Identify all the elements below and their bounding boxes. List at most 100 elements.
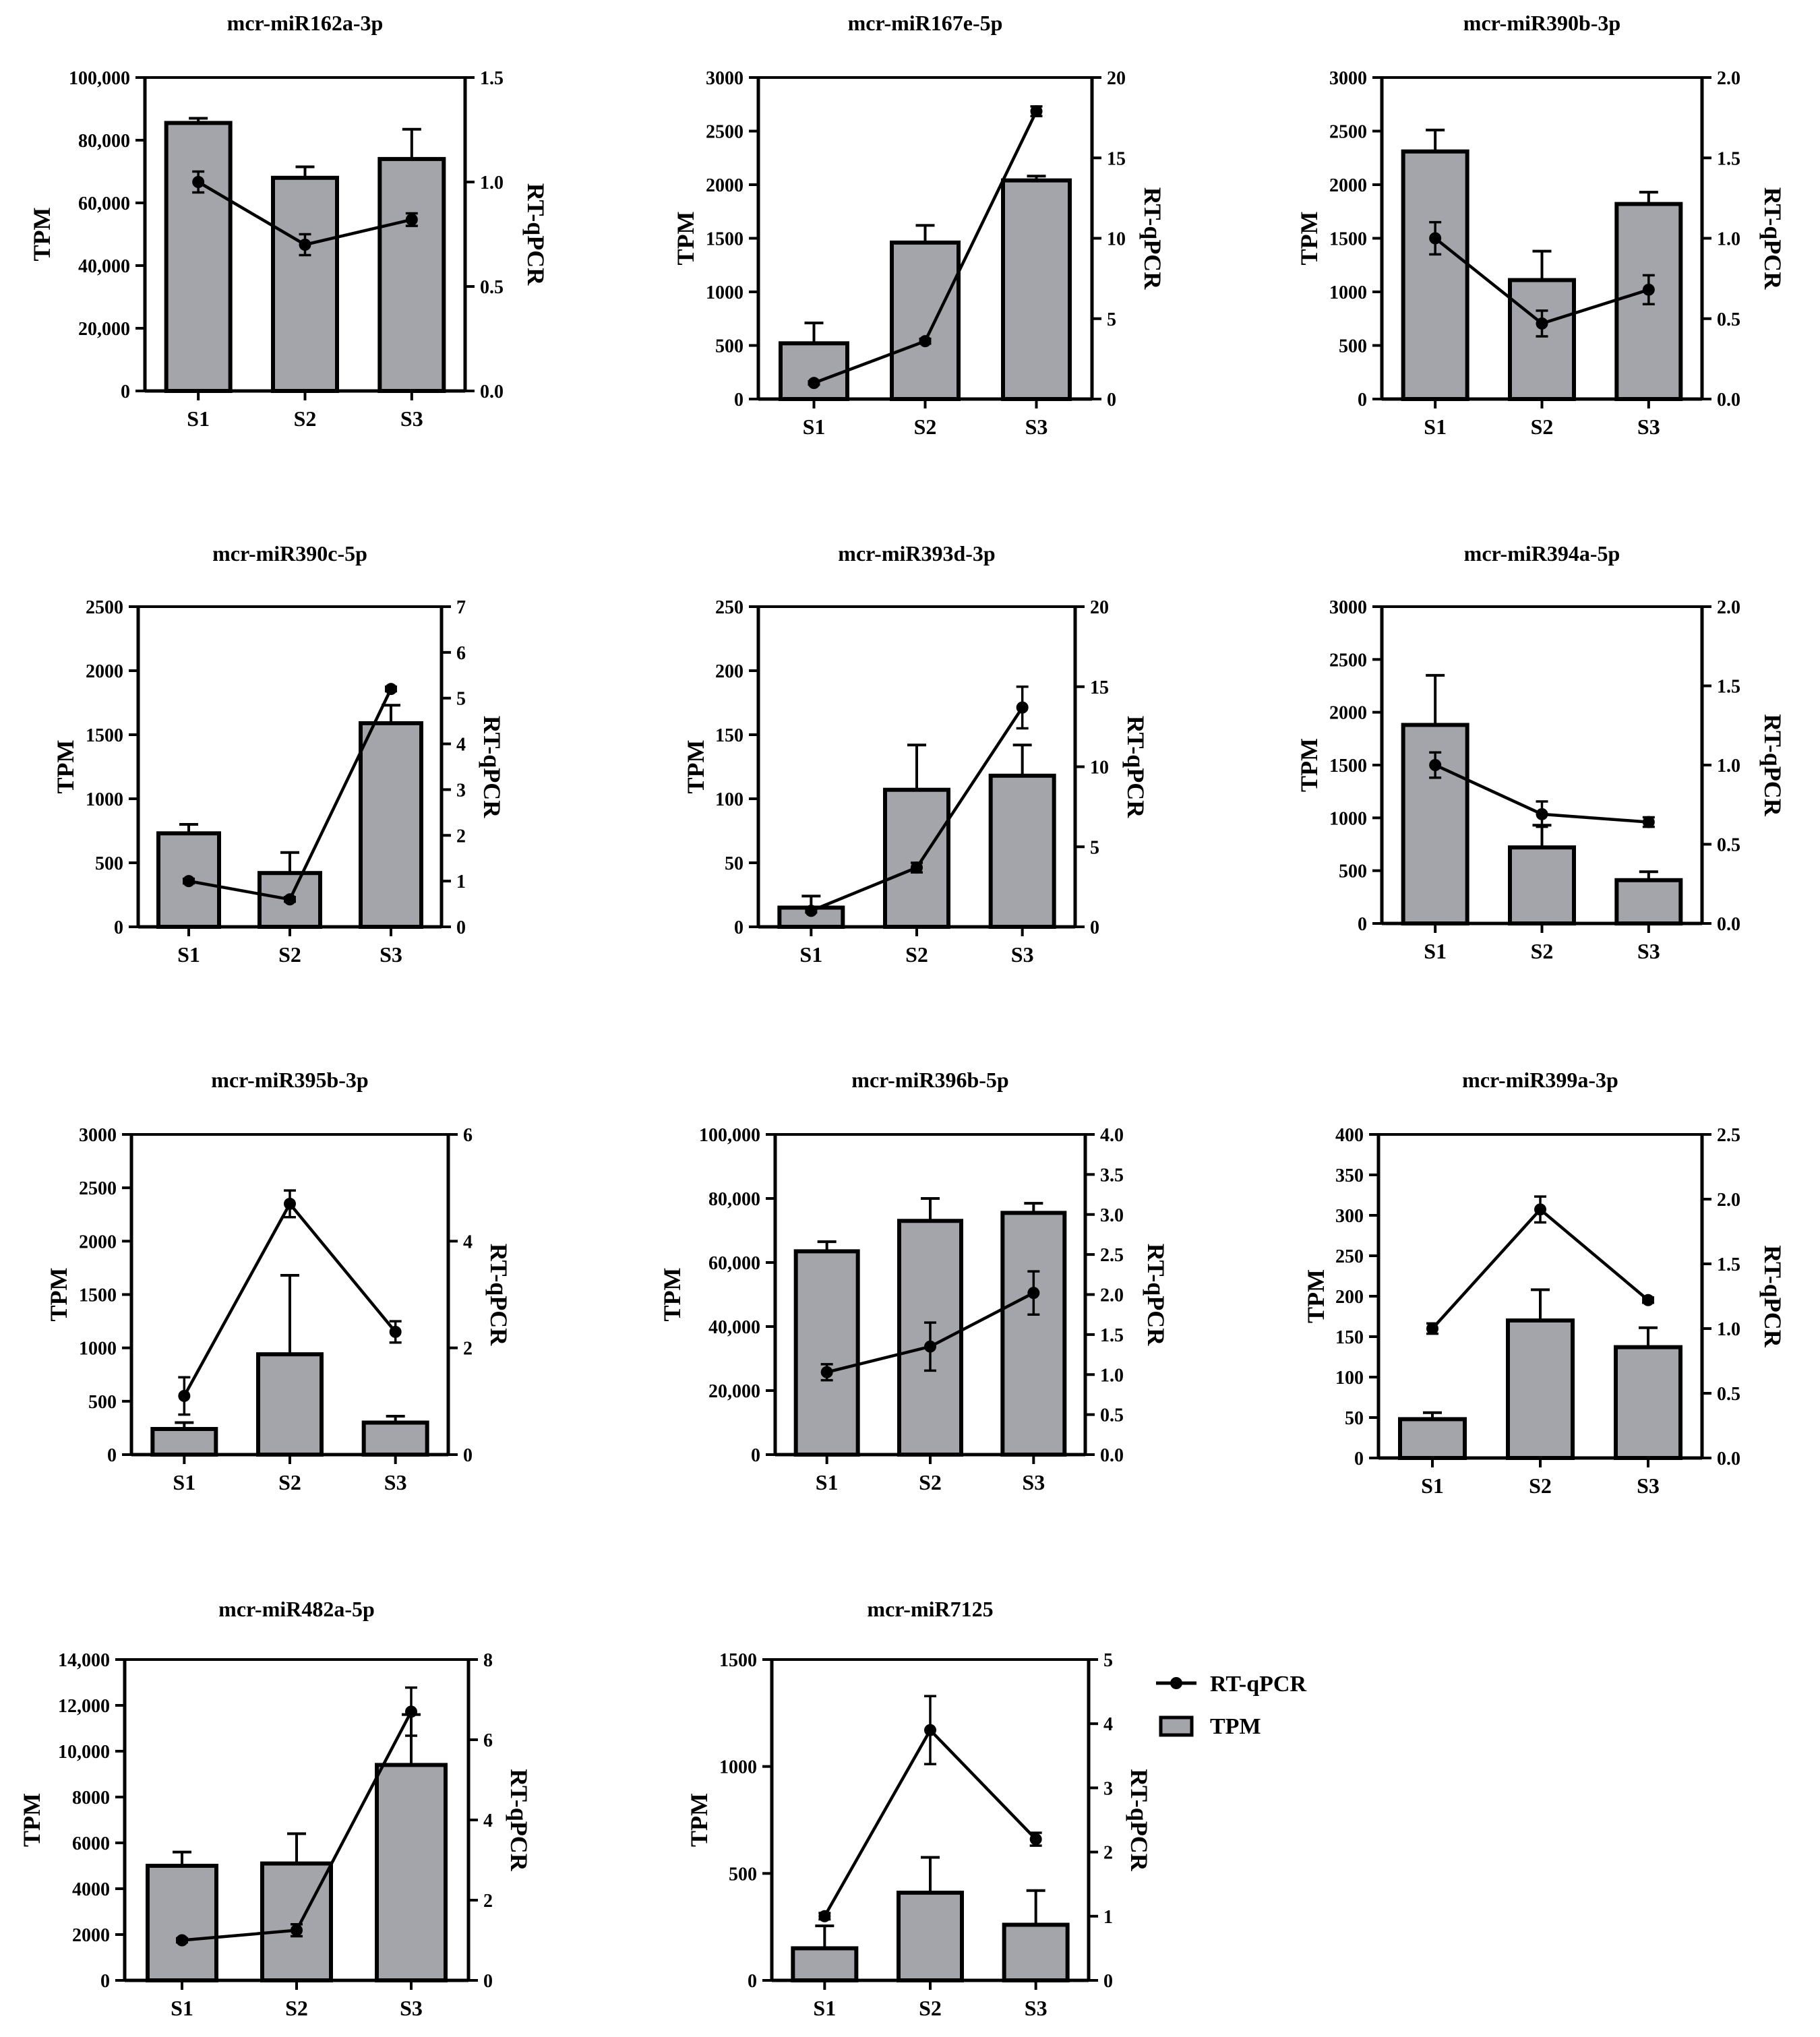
right-tick-label: 10 [1090,758,1109,779]
category-label: S3 [384,1470,407,1494]
left-tick-label: 0 [734,390,744,411]
category-label: S2 [919,1470,942,1494]
right-axis-title: RT-qPCR [479,716,506,818]
left-tick-label: 50 [1345,1408,1364,1429]
category-label: S1 [1424,415,1447,439]
category-label: S2 [1531,939,1554,963]
left-tick-label: 2500 [706,122,744,143]
legend-tpm-label: TPM [1210,1714,1261,1739]
tpm-bar [1508,845,1576,925]
category-label: S3 [1025,415,1048,439]
left-tick-label: 300 [1335,1206,1364,1227]
tpm-bar [359,721,423,930]
left-axis-title: TPM [672,212,699,266]
left-tick-label: 500 [729,1864,757,1885]
chart-title: mcr-miR7125 [867,1597,993,1621]
left-axis-title: TPM [18,1793,45,1847]
left-tick-label: 500 [715,336,744,357]
left-axis-title: TPM [682,740,709,794]
category-label: S3 [400,1996,423,2020]
right-tick-label: 1 [1103,1907,1113,1928]
left-tick-label: 100,000 [69,68,130,89]
category-label: S1 [816,1470,839,1494]
category-label: S1 [1421,1473,1444,1498]
left-tick-label: 1000 [86,789,123,810]
tpm-bar [271,175,339,393]
right-tick-label: 0.0 [1717,914,1740,935]
tpm-bar [779,341,849,402]
left-tick-label: 100 [715,789,744,810]
right-axis-title: RT-qPCR [1759,187,1786,290]
left-axis-title: TPM [52,740,79,794]
left-tick-label: 1500 [719,1650,757,1671]
left-tick-label: 2000 [1329,703,1367,724]
category-label: S2 [905,942,928,967]
rtqpcr-point [1029,1833,1042,1846]
category-label: S2 [278,1470,301,1494]
right-axis-title: RT-qPCR [1126,1769,1153,1871]
rtqpcr-point [389,1325,402,1338]
right-tick-label: 3 [1103,1778,1113,1799]
tpm-bar [1000,1211,1067,1457]
left-tick-label: 1500 [86,725,123,746]
rtqpcr-point [1429,759,1442,771]
rtqpcr-point [1429,232,1442,245]
rtqpcr-point [820,1366,833,1378]
right-tick-label: 0 [1103,1971,1113,1992]
left-tick-label: 0 [1358,914,1367,935]
right-tick-label: 1.0 [1100,1365,1124,1386]
rtqpcr-point [405,1705,417,1718]
left-tick-label: 14,000 [58,1650,110,1671]
left-tick-label: 350 [1335,1165,1364,1186]
left-tick-label: 50 [725,853,744,874]
left-tick-label: 1000 [1329,282,1367,303]
right-tick-label: 20 [1107,68,1126,89]
left-tick-label: 1000 [1329,808,1367,829]
category-label: S3 [1637,415,1660,439]
left-tick-label: 10,000 [58,1742,110,1763]
category-label: S2 [278,942,301,967]
chart-title: mcr-miR394a-5p [1464,541,1620,566]
category-label: S3 [1637,1473,1660,1498]
left-tick-label: 500 [95,853,123,874]
rtqpcr-point [176,1934,188,1947]
left-tick-label: 20,000 [708,1381,760,1402]
rtqpcr-point [284,1197,296,1210]
right-tick-label: 5 [1103,1650,1113,1671]
chart-panel: mcr-miR390c-5p 0 500 1000 1500 2000 2500 0 1 2 3 4 5… [52,541,506,967]
right-tick-label: 2.0 [1100,1285,1124,1306]
right-tick-label: 1.5 [480,68,504,89]
right-tick-label: 0.0 [1717,1449,1740,1469]
left-tick-label: 80,000 [78,131,130,152]
left-tick-label: 3000 [1329,68,1367,89]
right-tick-label: 5 [1107,309,1116,330]
left-tick-label: 100 [1335,1368,1364,1389]
tpm-bar [1614,878,1683,926]
tpm-bar [1506,1318,1575,1460]
chart-title: mcr-miR399a-3p [1462,1068,1618,1092]
tpm-bar [1614,1345,1682,1460]
rtqpcr-point [1536,317,1548,330]
left-axis-title: TPM [1296,738,1323,792]
left-tick-label: 500 [88,1392,117,1413]
left-tick-label: 1500 [1329,229,1367,250]
chart-panel: mcr-miR399a-3p 0 50 100 150 200 250 300 350 400 0.… [1302,1068,1786,1498]
left-tick-label: 0 [121,382,130,402]
left-tick-label: 2000 [72,1925,110,1946]
left-tick-label: 2000 [706,175,744,196]
left-tick-label: 150 [1335,1327,1364,1348]
right-tick-label: 7 [456,597,466,618]
category-label: S2 [294,406,317,431]
right-tick-label: 2.5 [1717,1125,1740,1146]
right-tick-label: 4 [483,1811,493,1831]
category-label: S1 [813,1996,836,2020]
chart-title: mcr-miR482a-5p [218,1597,375,1621]
left-axis-title: TPM [45,1268,72,1322]
right-tick-label: 0.0 [480,382,504,402]
left-tick-label: 1000 [79,1339,117,1360]
right-tick-label: 4 [1103,1714,1113,1735]
left-tick-label: 80,000 [708,1189,760,1210]
left-tick-label: 1500 [706,229,744,250]
right-tick-label: 4 [463,1232,473,1252]
category-label: S2 [1529,1473,1552,1498]
